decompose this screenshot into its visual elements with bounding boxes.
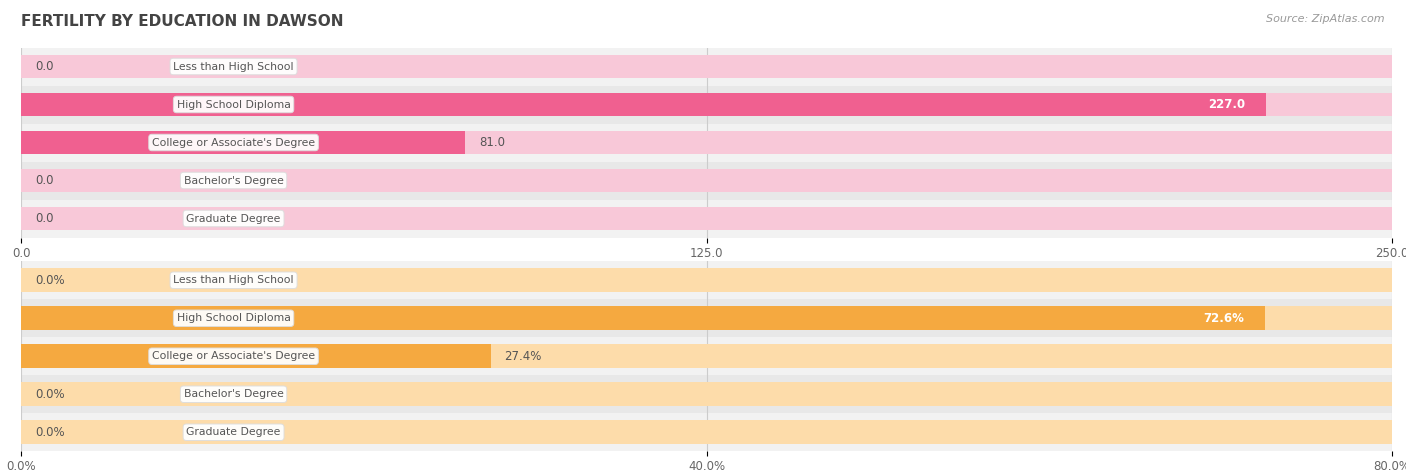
Text: 0.0: 0.0 <box>35 60 53 73</box>
Text: Bachelor's Degree: Bachelor's Degree <box>184 389 284 399</box>
Text: 0.0%: 0.0% <box>35 274 65 287</box>
Bar <box>21 93 1265 116</box>
Text: College or Associate's Degree: College or Associate's Degree <box>152 351 315 361</box>
Bar <box>21 86 1392 124</box>
Text: High School Diploma: High School Diploma <box>177 313 291 323</box>
Bar <box>21 169 1392 192</box>
Text: FERTILITY BY EDUCATION IN DAWSON: FERTILITY BY EDUCATION IN DAWSON <box>21 14 343 29</box>
Text: College or Associate's Degree: College or Associate's Degree <box>152 137 315 148</box>
Bar <box>21 200 1392 238</box>
Text: 81.0: 81.0 <box>479 136 505 149</box>
Bar <box>21 375 1392 413</box>
Bar <box>21 413 1392 451</box>
Text: 0.0%: 0.0% <box>35 388 65 401</box>
Bar <box>21 382 1392 406</box>
Bar <box>21 131 1392 154</box>
Bar <box>21 268 1392 292</box>
Bar <box>21 162 1392 199</box>
Text: Less than High School: Less than High School <box>173 61 294 72</box>
Bar <box>21 48 1392 86</box>
Text: 0.0: 0.0 <box>35 212 53 225</box>
Text: 27.4%: 27.4% <box>505 350 541 363</box>
Text: Graduate Degree: Graduate Degree <box>187 427 281 437</box>
Bar <box>21 124 1392 162</box>
Text: 227.0: 227.0 <box>1208 98 1246 111</box>
Bar <box>21 299 1392 337</box>
Bar <box>21 261 1392 299</box>
Text: Bachelor's Degree: Bachelor's Degree <box>184 175 284 186</box>
Text: 0.0%: 0.0% <box>35 426 65 439</box>
Text: High School Diploma: High School Diploma <box>177 99 291 110</box>
Text: 0.0: 0.0 <box>35 174 53 187</box>
Bar <box>21 93 1392 116</box>
Bar <box>21 55 1392 78</box>
Bar <box>21 131 465 154</box>
Bar <box>21 344 1392 368</box>
Bar <box>21 337 1392 375</box>
Text: Graduate Degree: Graduate Degree <box>187 213 281 224</box>
Text: Source: ZipAtlas.com: Source: ZipAtlas.com <box>1267 14 1385 24</box>
Bar <box>21 306 1392 330</box>
Bar <box>21 344 491 368</box>
Bar <box>21 420 1392 444</box>
Text: Less than High School: Less than High School <box>173 275 294 285</box>
Bar <box>21 207 1392 230</box>
Text: 72.6%: 72.6% <box>1204 312 1244 325</box>
Bar <box>21 306 1265 330</box>
